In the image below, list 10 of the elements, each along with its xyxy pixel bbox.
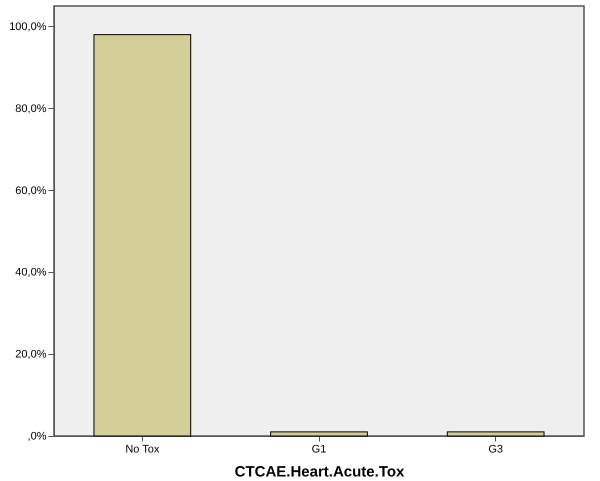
y-tick-label: 100,0%: [9, 20, 47, 33]
y-tick-label: 20,0%: [15, 348, 47, 361]
x-tick-label: G3: [488, 444, 504, 456]
y-tick-label: 40,0%: [15, 266, 47, 279]
y-tick-label: ,0%: [28, 430, 47, 442]
x-tick-label: G1: [312, 444, 326, 456]
x-axis-title: CTCAE.Heart.Acute.Tox: [234, 464, 406, 480]
y-tick-label: 60,0%: [15, 184, 47, 197]
x-tick-label: No Tox: [125, 444, 160, 456]
y-tick-label: 80,0%: [15, 102, 47, 115]
